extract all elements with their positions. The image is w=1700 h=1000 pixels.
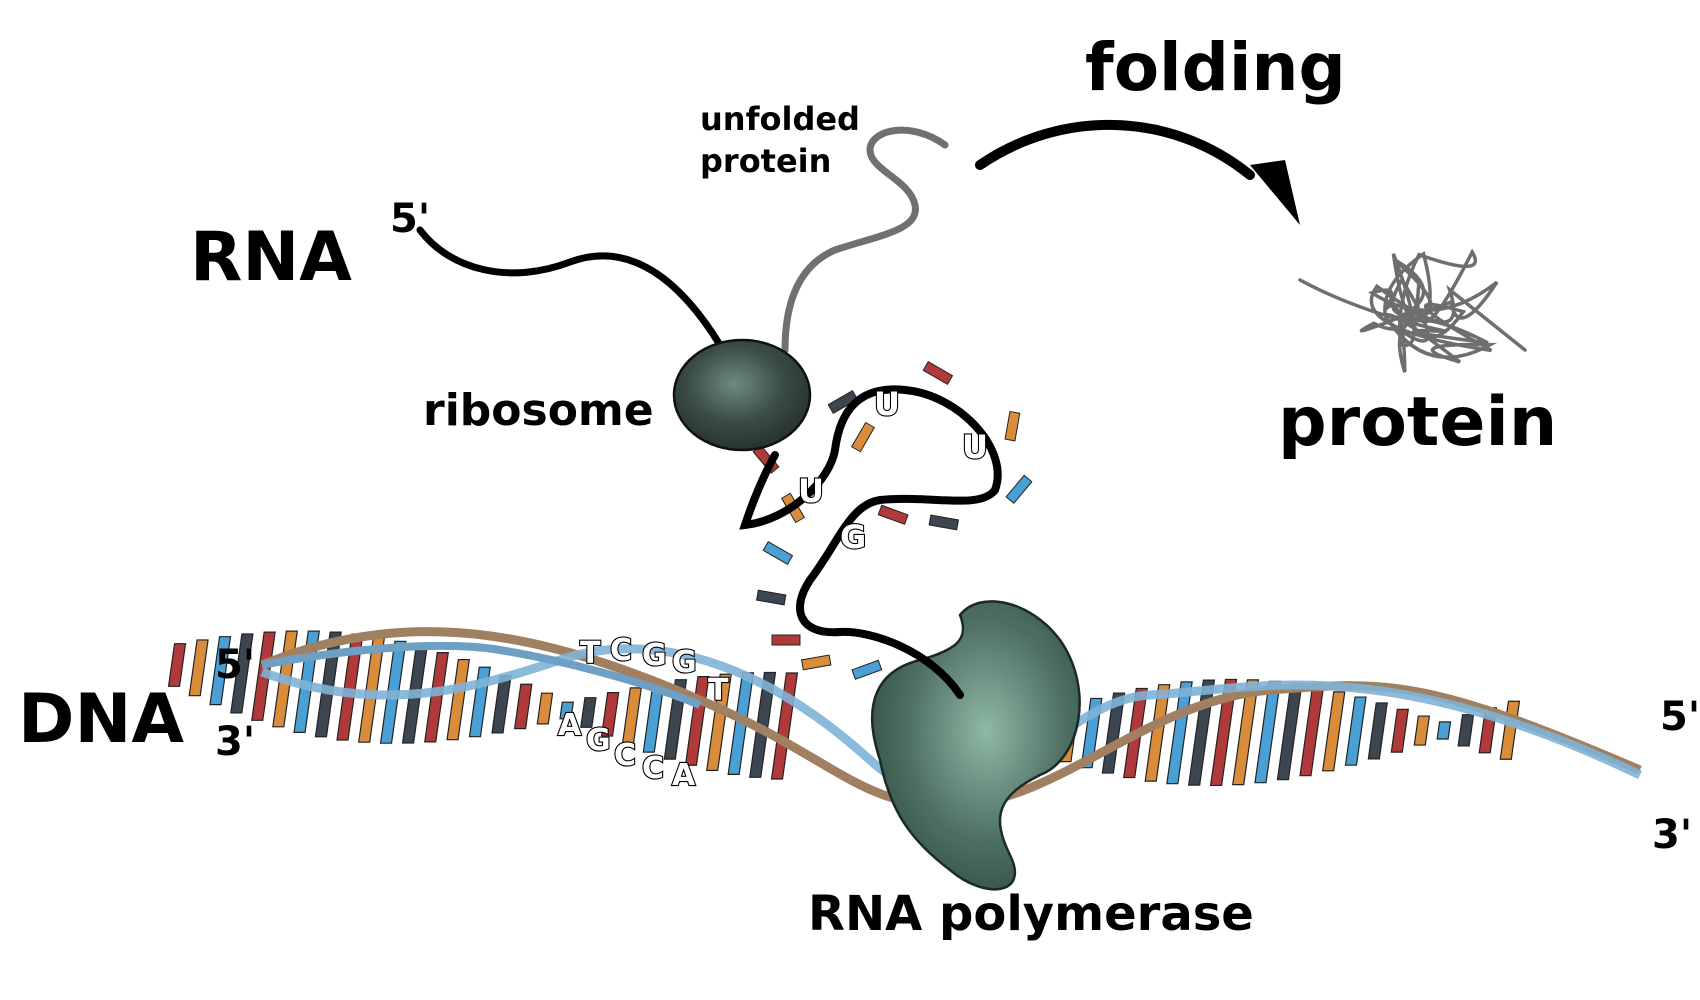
rna-base-1: U <box>874 385 900 423</box>
dna-top-base-3: G <box>642 638 667 673</box>
rna-base-stub <box>922 360 954 386</box>
rna-base-stub <box>928 514 960 531</box>
rna-base-stub <box>755 589 787 606</box>
dna-base-pair <box>1144 684 1171 782</box>
dna-bottom-base-5: A <box>672 758 696 793</box>
protein-chain-path <box>1298 248 1527 373</box>
rna-5prime-tail <box>416 226 724 349</box>
rna-base-stub <box>1004 410 1021 442</box>
dna-bottom-base-4: C <box>642 751 664 786</box>
rna-base-stub <box>827 389 859 415</box>
dna-base-pair <box>536 692 554 725</box>
rna-base-stub <box>800 654 832 671</box>
dna-bottom-base-1: A <box>558 708 582 743</box>
unfolded-protein-label-line1: unfolded <box>700 100 860 138</box>
rna-base-stub <box>1005 474 1033 504</box>
mrna-strand <box>739 385 1002 699</box>
dna-base-pair <box>1344 696 1367 766</box>
rna-base-2: U <box>962 428 988 466</box>
dna-left-3prime-label: 3' <box>215 719 255 765</box>
rna-polymerase-label: RNA polymerase <box>808 886 1254 942</box>
folding-arrow <box>975 120 1255 180</box>
dna-bottom-base-3: C <box>614 738 636 773</box>
unfolded-protein-label-line2: protein <box>700 142 831 180</box>
rna-polymerase-enzyme <box>870 600 1081 891</box>
dna-right-3prime-label: 3' <box>1652 812 1692 858</box>
dna-base-pair <box>1413 715 1431 746</box>
rna-base-stub <box>877 504 909 525</box>
rna-base-4: G <box>840 518 866 556</box>
rna-base-3: U <box>798 472 824 510</box>
dna-top-base-4: G <box>672 645 697 680</box>
dna-base-pair <box>513 683 533 730</box>
dna-base-pair <box>1321 691 1346 772</box>
dna-base-pair <box>230 633 254 714</box>
folded-protein-tangle <box>1298 248 1527 373</box>
dna-top-base-2: C <box>610 633 632 668</box>
rna-base-stub <box>850 421 876 453</box>
rna-base-stub <box>771 634 801 646</box>
dna-right-5prime-label: 5' <box>1660 694 1700 740</box>
dna-base-pair <box>706 673 732 771</box>
dna-base-pair <box>684 675 710 766</box>
dna-base-pair <box>621 687 643 745</box>
dna-base-pair <box>600 692 620 737</box>
dna-label: DNA <box>18 680 184 759</box>
dna-backbone-strand-c <box>261 642 702 709</box>
dna-top-base-1: T <box>580 636 601 671</box>
dna-base-pair <box>188 639 209 697</box>
dna-base-pair <box>1232 679 1260 786</box>
ribosome-body <box>672 338 812 452</box>
dna-base-pair <box>559 701 574 720</box>
dna-base-pair <box>1499 700 1521 760</box>
dna-top-base-5: T <box>708 673 729 708</box>
dna-base-pair <box>1367 702 1388 760</box>
rna-base-stub <box>762 540 794 566</box>
rna-label: RNA <box>190 218 352 297</box>
rna-5prime-label: 5' <box>390 196 430 242</box>
protein-label: protein <box>1278 383 1557 462</box>
dna-base-pair <box>1457 714 1475 747</box>
rna-base-stub <box>851 659 883 680</box>
dna-base-pair <box>209 636 232 706</box>
dna-base-pair <box>1254 680 1281 784</box>
dna-bottom-base-2: G <box>586 723 611 758</box>
dna-base-pairs <box>167 630 1521 787</box>
dna-base-pair <box>1209 678 1238 787</box>
dna-base-pair <box>1390 708 1409 753</box>
dna-base-pair <box>1299 686 1325 777</box>
folding-arrow-head <box>1250 160 1300 225</box>
dna-left-5prime-label: 5' <box>215 642 255 688</box>
dna-base-pair <box>1436 721 1452 740</box>
dna-base-pair <box>1276 683 1303 781</box>
dna-base-pair <box>424 652 449 743</box>
dna-base-pair <box>167 643 187 687</box>
dna-base-pair <box>446 658 470 741</box>
dna-base-pair <box>580 697 597 728</box>
ribosome-label: ribosome <box>423 385 654 436</box>
folding-label: folding <box>1085 29 1346 106</box>
unfolded-protein-chain <box>781 126 949 354</box>
